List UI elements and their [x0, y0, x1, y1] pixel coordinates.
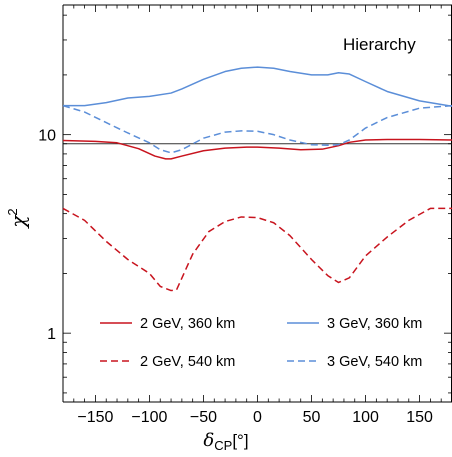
y-tick-label: 10	[38, 128, 56, 145]
plot-area	[62, 4, 452, 403]
legend-item-3gev-360km: 3 GeV, 360 km	[287, 316, 422, 332]
x-tick-label: 50	[303, 409, 321, 426]
legend-item-2gev-540km: 2 GeV, 540 km	[100, 354, 235, 370]
x-tick-label: 100	[352, 409, 379, 426]
x-tick-label: 150	[406, 409, 433, 426]
x-tick-label: 0	[253, 409, 262, 426]
legend-label: 3 GeV, 360 km	[327, 316, 422, 332]
y-axis-superscript: 2	[5, 208, 20, 215]
x-axis-title: δCP[°]	[203, 430, 248, 453]
series-2gev-540km	[62, 207, 452, 292]
legend-label: 2 GeV, 360 km	[140, 316, 235, 332]
legend: 2 GeV, 360 km 3 GeV, 360 km 2 GeV, 540 km 3…	[100, 316, 422, 370]
y-axis-symbol: χ	[6, 214, 30, 230]
series-3gev-540km	[62, 104, 452, 154]
x-axis-symbol: δ	[203, 430, 214, 451]
series-3gev-360km	[63, 66, 452, 108]
x-axis-unit: [°]	[232, 431, 248, 450]
y-axis-title: χ2	[5, 208, 30, 229]
series-layer	[62, 66, 452, 292]
legend-item-3gev-540km: 3 GeV, 540 km	[287, 354, 422, 370]
y-ticks: 1 10	[38, 14, 452, 394]
y-tick-label: 1	[47, 326, 56, 343]
x-tick-label: −50	[190, 409, 217, 426]
x-ticks: −150 −100 −50 0 50 100 150	[62, 5, 452, 426]
legend-item-2gev-360km: 2 GeV, 360 km	[100, 316, 235, 332]
legend-label: 2 GeV, 540 km	[140, 354, 235, 370]
series-2gev-360km	[62, 138, 452, 160]
x-tick-label: −150	[77, 409, 113, 426]
x-tick-label: −100	[131, 409, 167, 426]
legend-label: 3 GeV, 540 km	[327, 354, 422, 370]
hierarchy-annotation: Hierarchy	[343, 35, 416, 54]
x-axis-subscript: CP	[214, 438, 232, 453]
